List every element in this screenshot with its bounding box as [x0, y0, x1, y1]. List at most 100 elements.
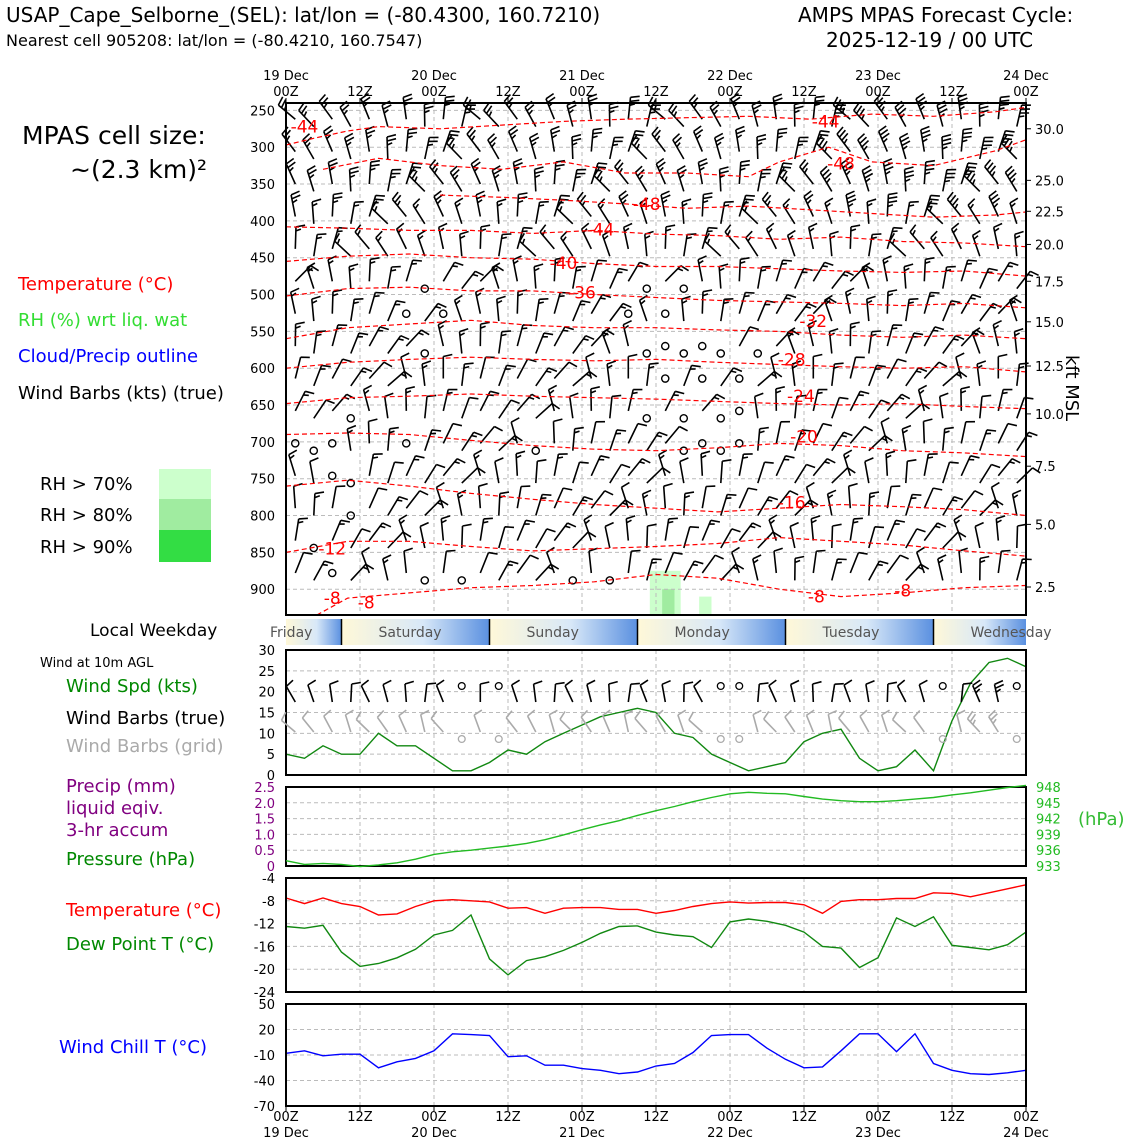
wind-barb: [957, 93, 969, 120]
wind-barb: [479, 425, 503, 444]
wind-barb: [553, 159, 566, 185]
wind-barb: [752, 554, 762, 581]
wind-barb: [535, 332, 554, 354]
wind-barb: [955, 352, 965, 379]
cell-size-value: ~(2.3 km)²: [70, 155, 208, 184]
top-tick-hour: 12Z: [643, 85, 669, 100]
wind-barb: [553, 522, 577, 542]
wind-barb-true: [886, 681, 898, 703]
wind-barb: [738, 522, 762, 542]
wind-barb: [479, 321, 490, 347]
wind-barb: [461, 523, 472, 549]
calm-wind-circle: [290, 439, 300, 448]
wind-barb: [433, 190, 445, 217]
wind-barb: [718, 166, 729, 192]
wind-barb: [713, 132, 725, 160]
wind-barb: [812, 422, 833, 444]
wind-barb: [882, 255, 892, 282]
wind-barb-grid: [323, 709, 334, 733]
wind-barb-grid: [677, 709, 687, 733]
wind-barb-grid: [580, 709, 592, 733]
wind-barb: [831, 270, 854, 290]
wind-barb: [405, 386, 415, 411]
wind-barb: [915, 546, 926, 574]
wind-barb: [627, 457, 651, 477]
wind-barb: [585, 352, 595, 379]
wind-barb: [757, 300, 776, 322]
temperature-contours: [286, 106, 1026, 615]
wind-barb: [572, 495, 594, 516]
temperature-contour: [286, 319, 1026, 340]
wind-barb: [794, 429, 812, 451]
wind-barb: [533, 263, 544, 289]
legend-cloud: Cloud/Precip outline: [18, 346, 199, 367]
wind-barb: [604, 521, 614, 549]
wind-barb: [367, 418, 378, 444]
wind-barb: [664, 224, 676, 249]
wind-barb: [442, 261, 464, 282]
wind-barb-true: [510, 679, 521, 703]
wind-barb: [568, 392, 579, 419]
wind-barb: [992, 319, 1002, 347]
wind-barb: [886, 554, 909, 574]
wind-barb: [664, 390, 685, 412]
wind-barb: [812, 388, 828, 412]
wind-barb: [405, 329, 430, 347]
wind-barb: [368, 453, 383, 476]
wind-barb-true: [918, 679, 928, 703]
wind-barb: [960, 127, 973, 152]
station-title: USAP_Cape_Selborne_(SEL): lat/lon = (-80…: [6, 3, 601, 27]
wind-barb: [720, 298, 734, 322]
local-weekday-label: Local Weekday: [90, 621, 218, 641]
wind-barb: [974, 521, 984, 549]
wind-barb: [294, 551, 313, 574]
wind-barb: [697, 255, 707, 282]
wind-barb: [738, 257, 750, 282]
wind-barb: [535, 493, 552, 516]
kft-tick-label: 25.0: [1035, 174, 1064, 189]
precip-label-2: liquid eqiv.: [66, 798, 164, 819]
wind-barb: [343, 132, 355, 160]
wind-barb: [391, 191, 407, 218]
calm-wind-circle: [679, 446, 689, 456]
wind-barb: [479, 224, 491, 249]
wind-barb: [886, 226, 903, 250]
wind-barb: [334, 232, 352, 257]
wind-barb: [387, 300, 406, 322]
wind-barb: [683, 491, 695, 516]
wind-barb: [516, 485, 531, 509]
wind-barb: [701, 289, 713, 314]
legend-rh: RH (%) wrt liq. wat: [18, 310, 188, 331]
y-tick-label: 50: [258, 998, 275, 1013]
wind-barb: [997, 130, 1015, 152]
wind-barb-true: [532, 680, 543, 703]
wind-barb: [524, 100, 537, 127]
calm-wind-circle: [716, 349, 726, 358]
wind-barb: [794, 555, 805, 581]
contour-label: -28: [778, 350, 806, 370]
cycle-title: AMPS MPAS Forecast Cycle:: [798, 3, 1074, 27]
wind-barb: [620, 481, 630, 509]
wind-barb: [845, 190, 857, 217]
wind-barb: [812, 261, 834, 282]
cycle-time: 2025-12-19 / 00 UTC: [826, 28, 1034, 52]
wind-barb: [572, 334, 595, 354]
wind-barb: [923, 326, 945, 347]
wind-barb: [421, 360, 432, 386]
temperature-contour: [286, 356, 1026, 373]
wind-barb: [479, 551, 498, 574]
wind-barb: [701, 393, 726, 412]
wind-barb: [496, 198, 507, 224]
wind-barb: [979, 394, 992, 419]
pressure-tick-label: 450: [250, 252, 275, 267]
bottom-tick-day: 21 Dec: [559, 1126, 605, 1140]
calm-wind-circle-grid: [457, 734, 466, 744]
wind-barb: [679, 457, 689, 484]
wind-barb: [424, 429, 442, 451]
wind-barb: [873, 93, 888, 120]
wind-barb: [442, 422, 463, 444]
calm-wind-circle: [494, 681, 503, 691]
wind-barb: [470, 157, 482, 185]
wind-barb: [757, 461, 774, 484]
wind-barb: [571, 133, 582, 160]
